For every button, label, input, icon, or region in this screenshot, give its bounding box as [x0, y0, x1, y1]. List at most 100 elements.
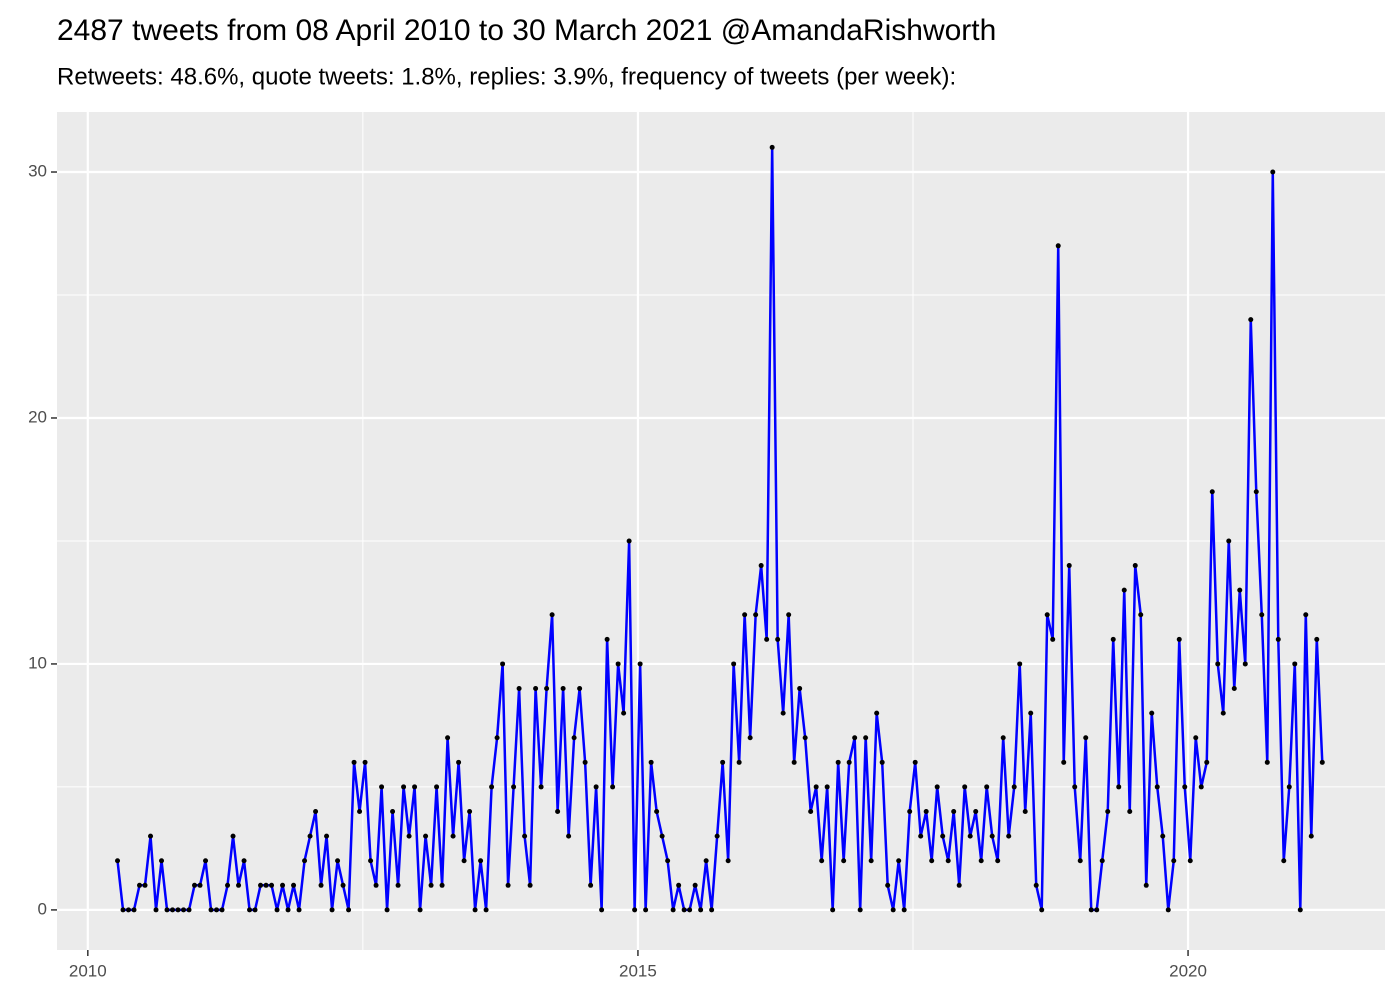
data-point — [417, 907, 423, 913]
data-point — [874, 710, 880, 716]
data-point — [934, 784, 940, 790]
data-point — [835, 759, 841, 765]
data-point — [324, 833, 330, 839]
data-point — [247, 907, 253, 913]
data-point — [676, 882, 682, 888]
data-point — [604, 636, 610, 642]
data-point — [1000, 735, 1006, 741]
data-point — [1088, 907, 1094, 913]
data-point — [824, 784, 830, 790]
data-point — [461, 858, 467, 864]
x-tick-label: 2010 — [69, 961, 107, 980]
data-point — [1286, 784, 1292, 790]
data-point — [1248, 317, 1254, 323]
data-point — [890, 907, 896, 913]
data-point — [1308, 833, 1314, 839]
data-point — [577, 686, 583, 692]
data-point — [197, 882, 203, 888]
data-point — [1033, 882, 1039, 888]
data-point — [516, 686, 522, 692]
data-point — [1138, 612, 1144, 618]
data-point — [137, 882, 143, 888]
data-point — [989, 833, 995, 839]
data-point — [912, 759, 918, 765]
y-tick-label: 10 — [28, 653, 47, 672]
data-point — [522, 833, 528, 839]
data-point — [907, 809, 913, 815]
data-point — [1022, 809, 1028, 815]
data-point — [1187, 858, 1193, 864]
data-point — [1143, 882, 1149, 888]
data-point — [148, 833, 154, 839]
data-point — [571, 735, 577, 741]
data-point — [780, 710, 786, 716]
data-point — [302, 858, 308, 864]
data-point — [428, 882, 434, 888]
data-point — [560, 686, 566, 692]
data-point — [978, 858, 984, 864]
data-point — [566, 833, 572, 839]
data-point — [1077, 858, 1083, 864]
data-point — [659, 833, 665, 839]
data-point — [478, 858, 484, 864]
data-point — [703, 858, 709, 864]
data-point — [434, 784, 440, 790]
data-point — [533, 686, 539, 692]
data-point — [296, 907, 302, 913]
data-point — [725, 858, 731, 864]
data-point — [1149, 710, 1155, 716]
data-point — [439, 882, 445, 888]
chart-title: 2487 tweets from 08 April 2010 to 30 Mar… — [57, 14, 996, 47]
data-point — [753, 612, 759, 618]
data-point — [973, 809, 979, 815]
data-point — [764, 636, 770, 642]
data-point — [313, 809, 319, 815]
data-point — [714, 833, 720, 839]
data-point — [758, 563, 764, 569]
data-point — [797, 686, 803, 692]
data-point — [769, 144, 775, 150]
data-point — [1072, 784, 1078, 790]
data-point — [637, 661, 643, 667]
data-point — [879, 759, 885, 765]
data-point — [808, 809, 814, 815]
data-point — [1198, 784, 1204, 790]
data-point — [736, 759, 742, 765]
data-point — [687, 907, 693, 913]
data-point — [192, 882, 198, 888]
data-point — [1226, 538, 1232, 544]
data-point — [549, 612, 555, 618]
data-point — [901, 907, 907, 913]
data-point — [621, 710, 627, 716]
data-point — [1044, 612, 1050, 618]
data-point — [670, 907, 676, 913]
y-tick-label: 0 — [38, 899, 47, 918]
data-point — [868, 858, 874, 864]
data-point — [291, 882, 297, 888]
data-point — [610, 784, 616, 790]
data-point — [819, 858, 825, 864]
data-point — [318, 882, 324, 888]
data-point — [1094, 907, 1100, 913]
data-point — [775, 636, 781, 642]
data-point — [1314, 636, 1320, 642]
data-point — [252, 907, 258, 913]
data-point — [731, 661, 737, 667]
data-point — [225, 882, 231, 888]
data-point — [511, 784, 517, 790]
data-point — [945, 858, 951, 864]
data-point — [1281, 858, 1287, 864]
data-point — [472, 907, 478, 913]
data-point — [450, 833, 456, 839]
data-point — [692, 882, 698, 888]
data-point — [175, 907, 181, 913]
data-point — [335, 858, 341, 864]
data-point — [863, 735, 869, 741]
data-point — [1231, 686, 1237, 692]
data-point — [1275, 636, 1281, 642]
data-point — [813, 784, 819, 790]
data-point — [340, 882, 346, 888]
data-point — [1050, 636, 1056, 642]
data-point — [214, 907, 220, 913]
